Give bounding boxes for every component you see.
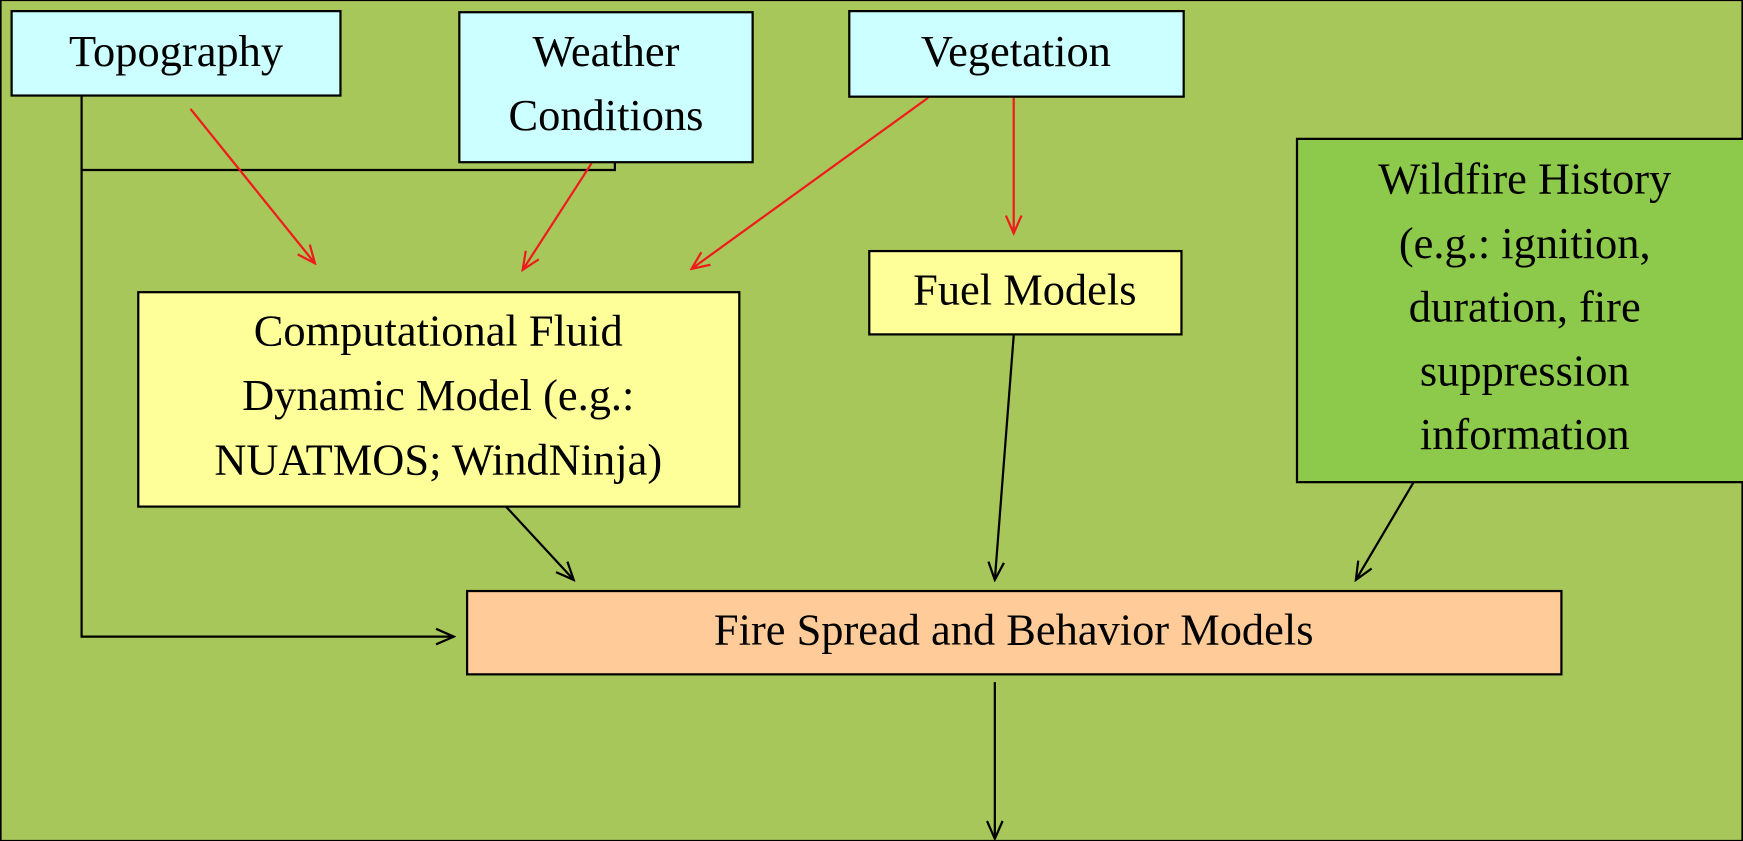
arrow — [505, 505, 574, 580]
node-label: NUATMOS; WindNinja) — [214, 435, 662, 485]
node-label: Vegetation — [921, 26, 1111, 76]
arrow — [189, 108, 314, 263]
node-label: Fire Spread and Behavior Models — [714, 605, 1314, 655]
node-box — [465, 589, 1563, 676]
node-label: Topography — [69, 26, 284, 76]
node-box — [1295, 137, 1743, 484]
node-label: Computational Fluid — [254, 306, 623, 356]
connector — [80, 95, 454, 637]
arrow — [523, 162, 593, 270]
arrow — [1356, 481, 1415, 580]
node-box — [868, 249, 1183, 336]
node-label: duration, fire — [1409, 281, 1641, 331]
arrow — [995, 335, 1015, 580]
node-box — [137, 291, 741, 508]
node-label: (e.g.: ignition, — [1399, 218, 1651, 268]
node-label: Wildfire History — [1378, 154, 1672, 204]
connector — [81, 162, 616, 172]
arrow — [692, 96, 929, 269]
node-label: suppression — [1420, 346, 1630, 396]
node-label: Conditions — [508, 90, 703, 140]
node-label: Dynamic Model (e.g.: — [242, 370, 634, 420]
node-box — [458, 11, 754, 164]
node-label: Fuel Models — [913, 265, 1136, 315]
node-label: Weather — [533, 26, 680, 76]
node-box — [848, 9, 1185, 98]
node-label: information — [1420, 409, 1630, 459]
node-box — [10, 9, 342, 97]
